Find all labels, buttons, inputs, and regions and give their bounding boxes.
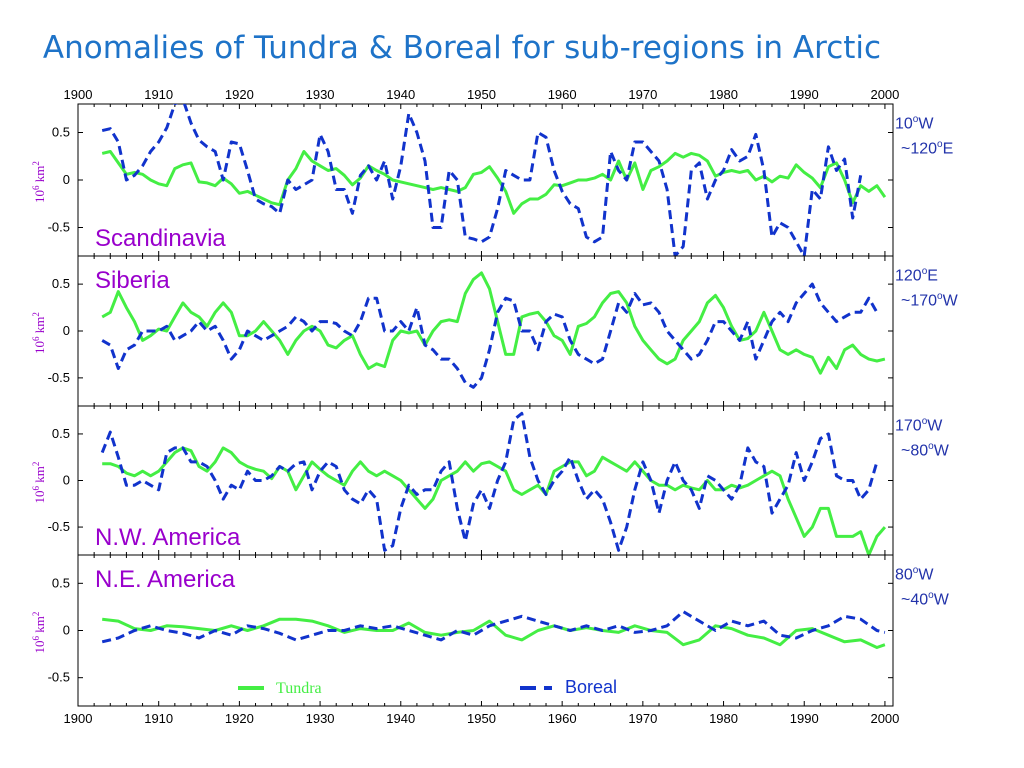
- y-tick-label: 0: [63, 623, 70, 638]
- y-tick-label: -0.5: [48, 670, 70, 685]
- x-tick-label-bottom: 1970: [628, 711, 657, 726]
- x-tick-label-bottom: 1990: [790, 711, 819, 726]
- legend-boreal-label: Boreal: [565, 677, 617, 697]
- region-label: Siberia: [95, 267, 170, 294]
- y-axis-label: 106 km2: [31, 612, 47, 654]
- x-tick-label-top: 1900: [64, 87, 93, 102]
- y-tick-label: 0.5: [52, 276, 70, 291]
- boreal-series-line: [101, 610, 886, 644]
- range-label: 170oW ~80oW: [895, 411, 949, 462]
- plot-frame: [77, 103, 894, 707]
- tundra-series-line: [102, 446, 887, 555]
- y-tick-label: 0: [63, 473, 70, 488]
- boreal-series-line: [101, 282, 879, 389]
- x-tick-label-top: 2000: [870, 87, 899, 102]
- range-end: ~40oW: [901, 590, 949, 609]
- y-tick-label: 0: [63, 172, 70, 187]
- x-tick-label-top: 1950: [467, 87, 496, 102]
- y-tick-label: 0.5: [52, 125, 70, 140]
- x-tick-label-bottom: 1900: [64, 711, 93, 726]
- range-label: 10oW ~120oE: [895, 109, 953, 160]
- range-end: ~120oE: [901, 139, 954, 158]
- y-tick-label: 0.5: [52, 426, 70, 441]
- y-axis-label: 106 km2: [31, 462, 47, 504]
- tundra-series-line: [102, 617, 886, 649]
- x-tick-label-bottom: 1940: [386, 711, 415, 726]
- tundra-series-line: [101, 150, 887, 215]
- region-label: Scandinavia: [95, 225, 226, 252]
- range-start: 170oW: [895, 416, 943, 435]
- x-tick-label-bottom: 1980: [709, 711, 738, 726]
- x-tick-label-top: 1920: [225, 87, 254, 102]
- y-tick-label: -0.5: [48, 519, 70, 534]
- x-tick-label-bottom: 1930: [306, 711, 335, 726]
- x-tick-label-top: 1910: [144, 87, 173, 102]
- range-start: 120oE: [895, 266, 938, 285]
- x-tick-label-top: 1960: [548, 87, 577, 102]
- y-axis-label: 106 km2: [31, 312, 47, 354]
- range-start: 80oW: [895, 565, 934, 584]
- boreal-series-line: [101, 104, 863, 256]
- chart-title: Anomalies of Tundra & Boreal for sub-reg…: [42, 30, 882, 66]
- x-tick-label-top: 1990: [790, 87, 819, 102]
- region-label: N.W. America: [95, 524, 241, 551]
- legend-tundra-label: Tundra: [276, 680, 322, 697]
- range-end: ~170oW: [901, 291, 958, 310]
- x-tick-label-bottom: 1910: [144, 711, 173, 726]
- x-tick-label-top: 1940: [386, 87, 415, 102]
- x-tick-label-bottom: 1920: [225, 711, 254, 726]
- region-label: N.E. America: [95, 566, 236, 593]
- range-label: 120oE ~170oW: [895, 261, 958, 312]
- tundra-series-line: [101, 271, 886, 375]
- y-tick-label: -0.5: [48, 220, 70, 235]
- y-tick-label: 0: [63, 323, 70, 338]
- y-axis-label: 106 km2: [31, 161, 47, 203]
- range-end: ~80oW: [901, 441, 949, 460]
- x-tick-label-top: 1980: [709, 87, 738, 102]
- x-tick-label-bottom: 2000: [870, 711, 899, 726]
- range-label: 80oW ~40oW: [895, 560, 949, 611]
- x-tick-label-bottom: 1960: [548, 711, 577, 726]
- x-tick-label-top: 1930: [306, 87, 335, 102]
- boreal-series-line: [100, 411, 879, 552]
- y-tick-label: 0.5: [52, 575, 70, 590]
- x-tick-label-top: 1970: [628, 87, 657, 102]
- x-tick-label-bottom: 1950: [467, 711, 496, 726]
- y-tick-label: -0.5: [48, 370, 70, 385]
- range-start: 10oW: [895, 114, 934, 133]
